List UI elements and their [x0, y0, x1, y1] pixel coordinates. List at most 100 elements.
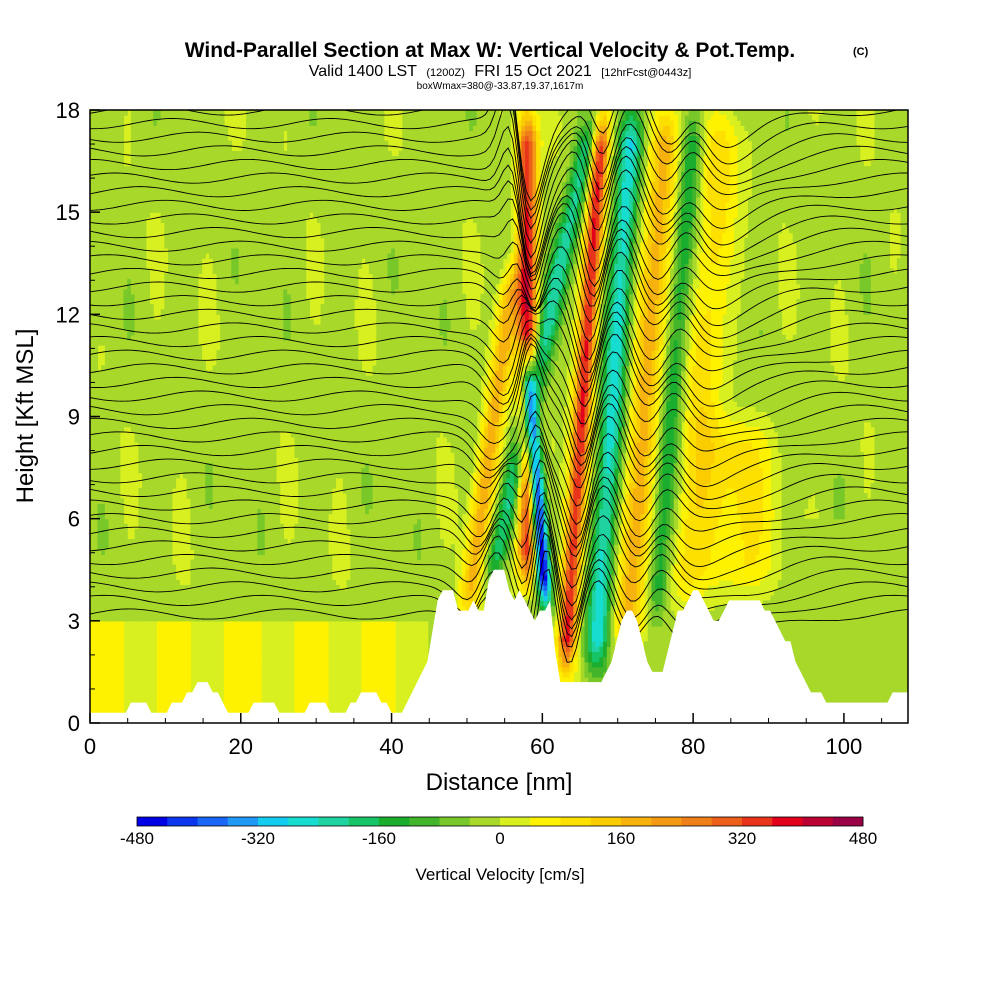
- velocity-cell: [164, 707, 169, 714]
- velocity-cell: [208, 110, 214, 116]
- velocity-cell: [142, 457, 147, 464]
- velocity-cell: [179, 324, 184, 331]
- velocity-cell: [205, 370, 210, 377]
- velocity-cell: [153, 140, 158, 147]
- velocity-cell: [190, 488, 195, 494]
- velocity-cell: [231, 472, 236, 479]
- velocity-cell: [142, 135, 147, 142]
- velocity-cell: [182, 365, 188, 372]
- velocity-cell: [149, 600, 154, 607]
- velocity-cell: [138, 288, 143, 295]
- velocity-cell: [101, 457, 106, 464]
- velocity-cell: [142, 503, 147, 510]
- velocity-cell: [231, 498, 236, 504]
- velocity-cell: [175, 442, 180, 448]
- velocity-cell: [93, 176, 99, 183]
- velocity-cell: [168, 217, 173, 223]
- velocity-cell: [231, 564, 236, 571]
- velocity-cell: [130, 334, 136, 341]
- velocity-cell: [156, 324, 162, 331]
- velocity-cell: [257, 201, 262, 208]
- velocity-cell: [142, 196, 147, 203]
- velocity-cell: [134, 201, 139, 208]
- velocity-cell: [238, 477, 244, 484]
- velocity-cell: [242, 171, 247, 178]
- velocity-cell: [130, 324, 136, 331]
- velocity-cell: [164, 488, 169, 494]
- velocity-cell: [116, 385, 121, 392]
- velocity-cell: [90, 268, 95, 275]
- velocity-cell: [160, 656, 165, 663]
- velocity-cell: [90, 590, 95, 596]
- velocity-cell: [186, 661, 191, 668]
- velocity-cell: [104, 390, 110, 397]
- velocity-cell: [116, 585, 121, 591]
- velocity-cell: [153, 390, 158, 397]
- velocity-cell: [160, 442, 165, 448]
- velocity-cell: [231, 488, 236, 494]
- velocity-cell: [227, 646, 232, 653]
- velocity-cell: [223, 702, 229, 709]
- velocity-cell: [168, 508, 173, 515]
- velocity-cell: [123, 375, 128, 382]
- velocity-cell: [160, 559, 165, 566]
- velocity-cell: [156, 477, 162, 484]
- velocity-cell: [149, 564, 154, 571]
- velocity-cell: [153, 569, 158, 576]
- velocity-cell: [205, 242, 210, 249]
- velocity-cell: [112, 268, 117, 275]
- velocity-cell: [171, 268, 177, 275]
- velocity-cell: [182, 135, 188, 142]
- velocity-cell: [145, 528, 151, 535]
- velocity-cell: [190, 370, 195, 377]
- velocity-cell: [246, 579, 251, 586]
- velocity-cell: [235, 258, 240, 264]
- velocity-cell: [257, 615, 262, 622]
- velocity-cell: [164, 533, 169, 540]
- velocity-cell: [127, 406, 132, 412]
- velocity-cell: [134, 344, 139, 351]
- velocity-cell: [101, 513, 106, 520]
- velocity-cell: [93, 508, 99, 515]
- velocity-cell: [246, 334, 251, 341]
- velocity-cell: [257, 625, 262, 632]
- velocity-cell: [197, 549, 203, 556]
- velocity-cell: [116, 299, 121, 305]
- velocity-cell: [205, 207, 210, 213]
- velocity-cell: [108, 283, 113, 290]
- velocity-cell: [197, 554, 203, 561]
- velocity-cell: [171, 666, 177, 673]
- velocity-cell: [149, 120, 154, 126]
- velocity-cell: [238, 641, 244, 647]
- velocity-cell: [220, 299, 225, 305]
- velocity-cell: [104, 671, 110, 678]
- velocity-cell: [145, 380, 151, 387]
- velocity-cell: [205, 472, 210, 479]
- velocity-cell: [201, 191, 206, 198]
- velocity-cell: [104, 426, 110, 433]
- velocity-cell: [190, 278, 195, 285]
- velocity-cell: [101, 390, 106, 397]
- velocity-cell: [261, 293, 266, 300]
- velocity-cell: [168, 120, 173, 126]
- velocity-cell: [186, 641, 191, 647]
- velocity-cell: [216, 191, 221, 198]
- velocity-cell: [112, 130, 117, 137]
- velocity-cell: [171, 237, 177, 244]
- velocity-cell: [205, 232, 210, 239]
- velocity-cell: [212, 406, 218, 412]
- velocity-cell: [186, 590, 191, 596]
- velocity-cell: [119, 380, 125, 387]
- velocity-cell: [127, 579, 132, 586]
- velocity-cell: [116, 610, 121, 617]
- velocity-cell: [104, 544, 110, 550]
- velocity-cell: [101, 181, 106, 188]
- velocity-cell: [205, 482, 210, 489]
- velocity-cell: [235, 196, 240, 203]
- velocity-cell: [104, 508, 110, 515]
- velocity-cell: [264, 590, 270, 596]
- velocity-cell: [149, 533, 154, 540]
- velocity-cell: [138, 191, 143, 198]
- velocity-cell: [249, 176, 255, 183]
- velocity-cell: [235, 457, 240, 464]
